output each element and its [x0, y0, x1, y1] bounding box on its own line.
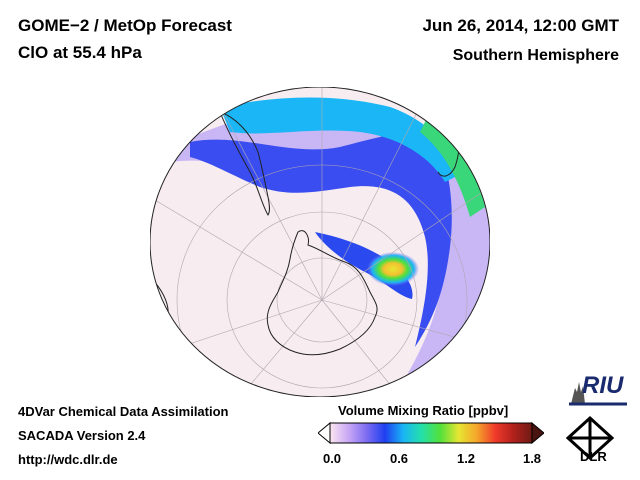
antarctica-coastline — [266, 230, 378, 356]
colorbar-tick-3: 1.8 — [522, 451, 542, 466]
colorbar-tick-2: 1.2 — [456, 451, 476, 466]
clo-band-edge — [220, 97, 465, 182]
riu-logo-text: RIU — [582, 372, 624, 399]
colorbar-min-arrow — [318, 422, 331, 444]
south-america-coastline — [219, 111, 270, 216]
footer-version: SACADA Version 2.4 — [18, 428, 146, 443]
globe-map — [150, 87, 490, 397]
footer-method: 4DVar Chemical Data Assimilation — [18, 404, 229, 419]
clo-band-core — [190, 132, 452, 347]
colorbar-title: Volume Mixing Ratio [ppbv] — [338, 403, 509, 418]
dlr-logo-text: DLR — [580, 449, 607, 464]
species-label: ClO at 55.4 hPa — [18, 43, 142, 62]
colorbar-tick-1: 0.6 — [389, 451, 409, 466]
riu-logo-icon — [569, 382, 627, 406]
colorbar-ramp — [329, 422, 533, 444]
forecast-datetime: Jun 26, 2014, 12:00 GMT — [422, 16, 619, 35]
hemisphere-label: Southern Hemisphere — [452, 47, 619, 64]
footer-url[interactable]: http://wdc.dlr.de — [18, 452, 118, 467]
clo-green-edge — [420, 112, 485, 217]
colorbar — [318, 422, 544, 444]
colorbar-tick-0: 0.0 — [322, 451, 342, 466]
colorbar-max-arrow — [531, 422, 544, 444]
map-title: GOME−2 / MetOp Forecast — [18, 16, 232, 35]
clo-peak — [367, 252, 419, 286]
dlr-logo-icon — [565, 415, 615, 461]
